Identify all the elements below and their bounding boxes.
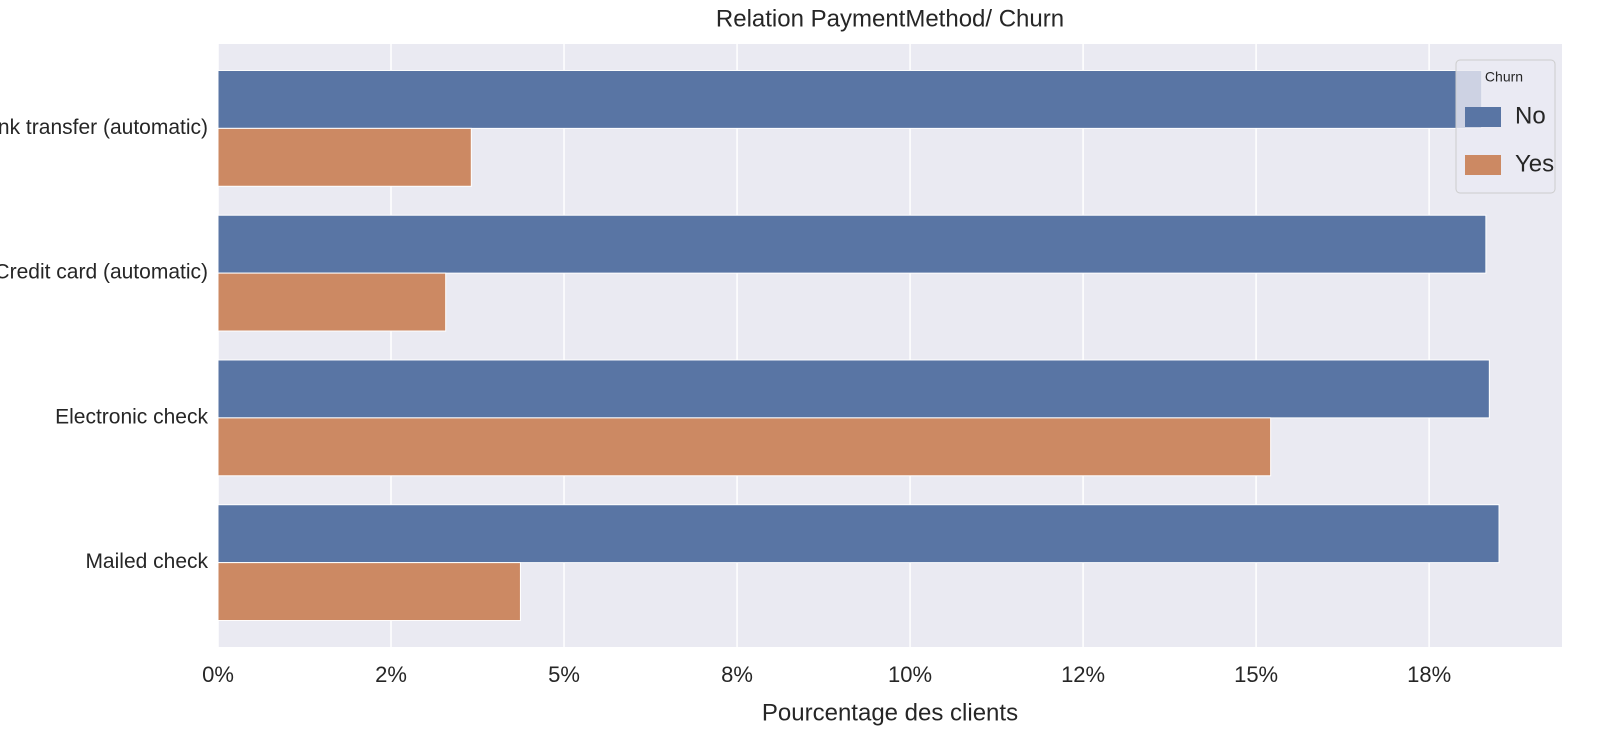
legend-label: No — [1515, 102, 1546, 129]
legend-title: Churn — [1485, 69, 1523, 85]
x-tick-label: 8% — [721, 662, 753, 687]
bar — [217, 69, 1483, 129]
x-tick-label: 0% — [202, 662, 234, 687]
x-axis-label: Pourcentage des clients — [762, 699, 1018, 726]
legend-swatch — [1465, 155, 1501, 175]
legend-swatch — [1465, 107, 1501, 127]
x-tick-label: 2% — [375, 662, 407, 687]
y-tick-label: Credit card (automatic) — [0, 261, 208, 284]
bar — [217, 127, 472, 187]
y-tick-label: Electronic check — [55, 405, 208, 428]
legend-label: Yes — [1515, 150, 1554, 177]
x-tick-label: 5% — [548, 662, 580, 687]
bar — [217, 359, 1490, 419]
x-tick-label: 15% — [1234, 662, 1278, 687]
bar — [217, 504, 1500, 564]
chart-title: Relation PaymentMethod/ Churn — [716, 5, 1064, 32]
y-tick-label: Mailed check — [85, 550, 208, 573]
bar — [217, 417, 1272, 477]
x-tick-label: 18% — [1407, 662, 1451, 687]
bar — [217, 562, 521, 622]
x-tick-label: 10% — [888, 662, 932, 687]
bar — [217, 214, 1487, 274]
bar — [217, 272, 447, 332]
x-tick-label: 12% — [1061, 662, 1105, 687]
y-tick-label: Bank transfer (automatic) — [0, 116, 208, 139]
